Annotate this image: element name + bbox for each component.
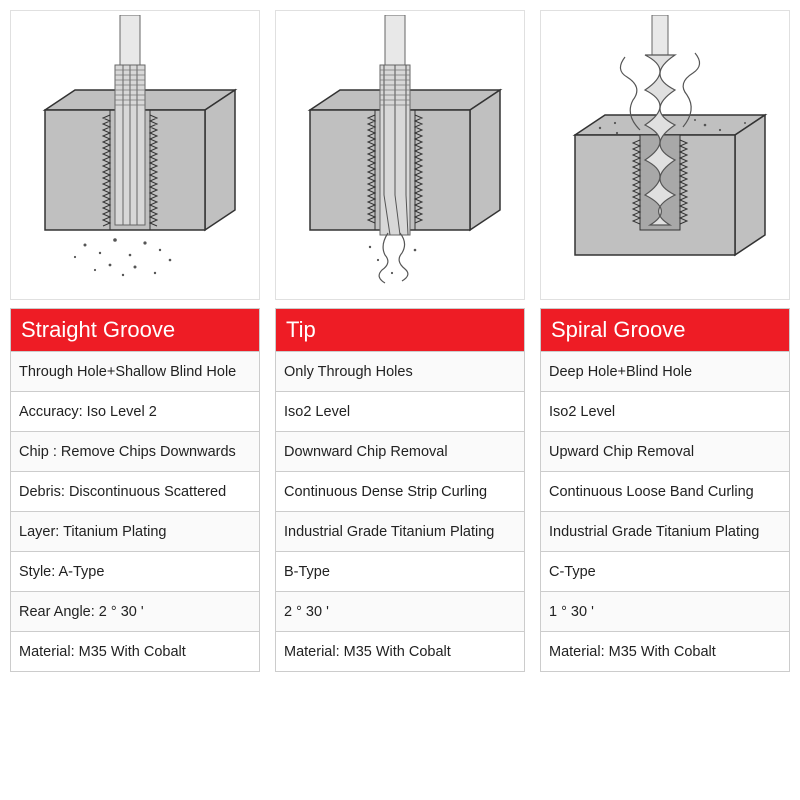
tap-illustration-tip <box>280 15 520 295</box>
spec-row: Style: A-Type <box>11 551 259 591</box>
comparison-container: Straight Groove Through Hole+Shallow Bli… <box>0 0 800 800</box>
spec-row: C-Type <box>541 551 789 591</box>
spec-row: Material: M35 With Cobalt <box>276 631 524 671</box>
tap-illustration-straight <box>15 15 255 295</box>
spec-row: 1 ° 30 ' <box>541 591 789 631</box>
spec-row: Continuous Dense Strip Curling <box>276 471 524 511</box>
spec-row: Iso2 Level <box>541 391 789 431</box>
spec-row: Material: M35 With Cobalt <box>541 631 789 671</box>
spec-table-tip: Tip Only Through Holes Iso2 Level Downwa… <box>275 308 525 672</box>
spec-row: Iso2 Level <box>276 391 524 431</box>
spec-row: Through Hole+Shallow Blind Hole <box>11 351 259 391</box>
table-header: Straight Groove <box>11 309 259 351</box>
spec-row: Layer: Titanium Plating <box>11 511 259 551</box>
spec-row: 2 ° 30 ' <box>276 591 524 631</box>
table-header: Spiral Groove <box>541 309 789 351</box>
column-straight-groove: Straight Groove Through Hole+Shallow Bli… <box>10 10 260 790</box>
column-tip: Tip Only Through Holes Iso2 Level Downwa… <box>275 10 525 790</box>
spec-row: B-Type <box>276 551 524 591</box>
spec-row: Chip : Remove Chips Downwards <box>11 431 259 471</box>
spec-row: Rear Angle: 2 ° 30 ' <box>11 591 259 631</box>
tap-illustration-spiral <box>545 15 785 295</box>
diagram-spiral <box>540 10 790 300</box>
spec-row: Only Through Holes <box>276 351 524 391</box>
spec-row: Debris: Discontinuous Scattered <box>11 471 259 511</box>
spec-row: Material: M35 With Cobalt <box>11 631 259 671</box>
spec-row: Upward Chip Removal <box>541 431 789 471</box>
diagram-tip <box>275 10 525 300</box>
table-header: Tip <box>276 309 524 351</box>
spec-row: Accuracy: Iso Level 2 <box>11 391 259 431</box>
diagram-straight <box>10 10 260 300</box>
column-spiral-groove: Spiral Groove Deep Hole+Blind Hole Iso2 … <box>540 10 790 790</box>
spec-row: Industrial Grade Titanium Plating <box>541 511 789 551</box>
spec-table-straight: Straight Groove Through Hole+Shallow Bli… <box>10 308 260 672</box>
spec-row: Continuous Loose Band Curling <box>541 471 789 511</box>
spec-row: Industrial Grade Titanium Plating <box>276 511 524 551</box>
spec-row: Downward Chip Removal <box>276 431 524 471</box>
spec-table-spiral: Spiral Groove Deep Hole+Blind Hole Iso2 … <box>540 308 790 672</box>
spec-row: Deep Hole+Blind Hole <box>541 351 789 391</box>
